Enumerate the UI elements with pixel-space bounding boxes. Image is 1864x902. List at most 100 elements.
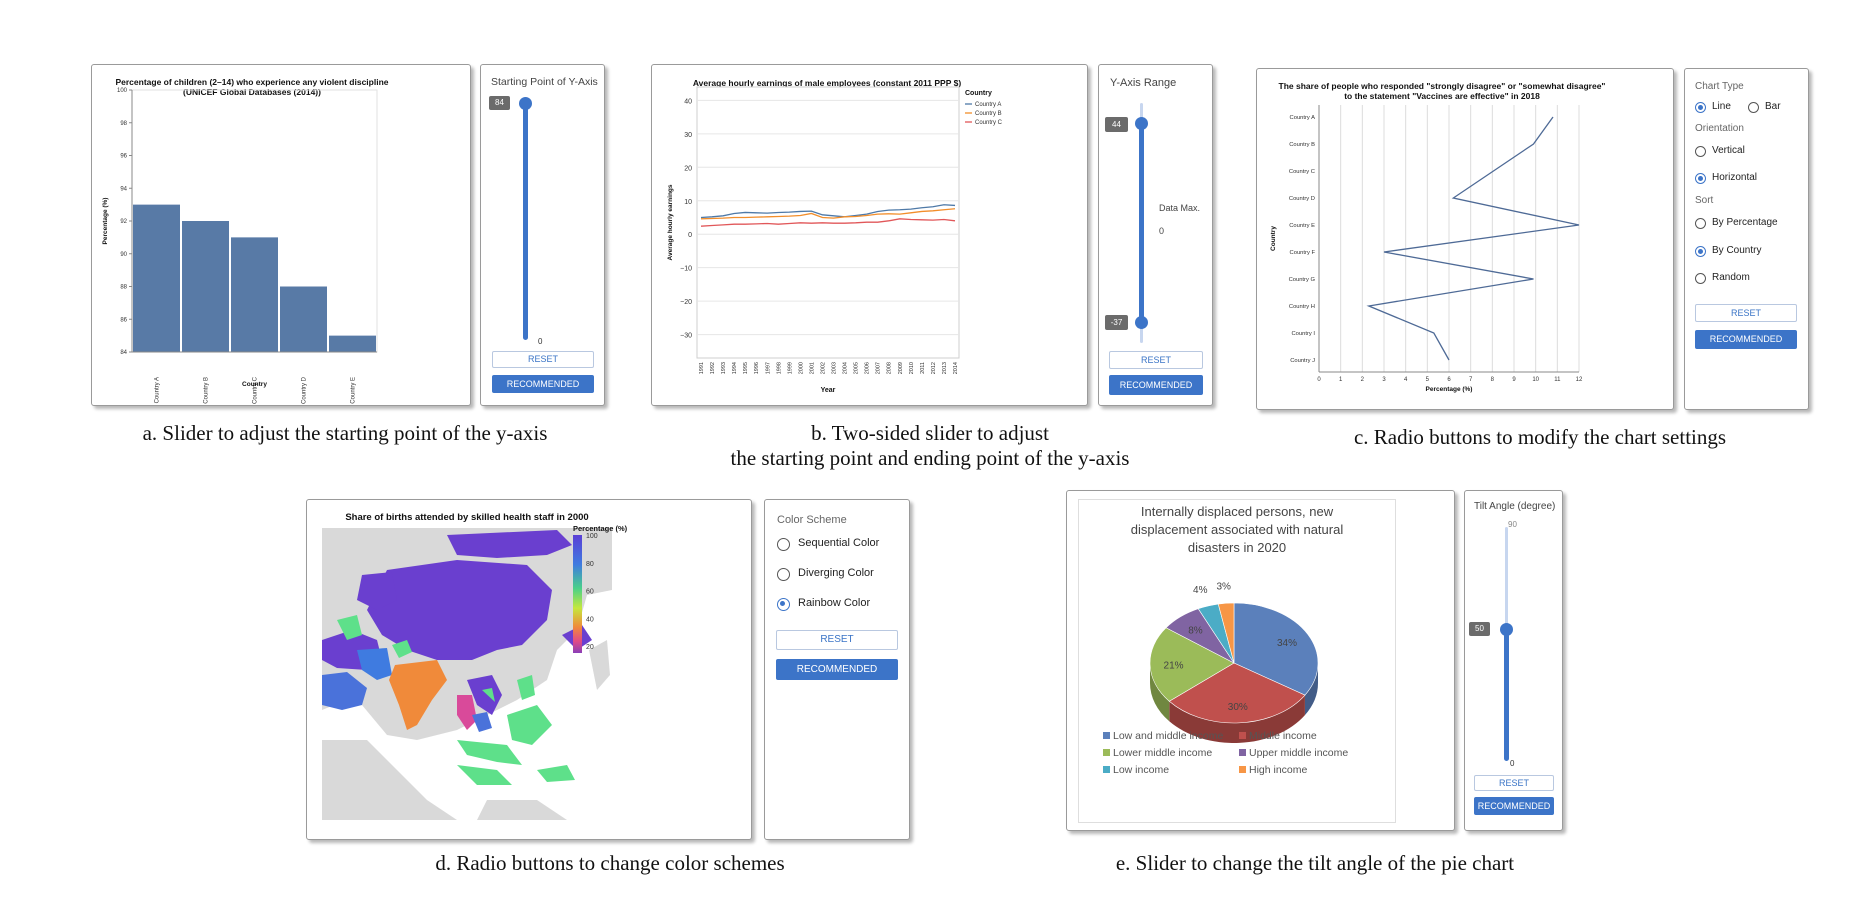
radio-by-percentage[interactable] — [1695, 218, 1706, 229]
chart-d-title: Share of births attended by skilled heal… — [345, 512, 589, 523]
chart-c-x-tick-label: 7 — [1469, 377, 1473, 383]
chart-b-legend-label: Country A — [975, 102, 1001, 108]
panel-c-chart-frame: The share of people who responded "stron… — [1256, 68, 1674, 410]
y-range-slider-fill[interactable] — [1139, 123, 1144, 323]
y-start-slider-title: Starting Point of Y-Axis — [491, 76, 598, 88]
caption-a: a. Slider to adjust the starting point o… — [142, 421, 548, 445]
chart-b-x-tick-label: 1993 — [721, 362, 727, 374]
tilt-slider-handle[interactable] — [1500, 623, 1513, 636]
chart-a-y-label: Percentage (%) — [102, 198, 109, 245]
chart-b-x-tick-label: 2000 — [798, 362, 804, 374]
radio-random[interactable] — [1695, 273, 1706, 284]
chart-a-x-tick-label: Country A — [155, 377, 161, 403]
chart-b-title: Average hourly earnings of male employee… — [692, 78, 962, 88]
pie-value-label: 8% — [1188, 626, 1203, 637]
chart-c-y-tick-label: Country C — [1289, 169, 1315, 175]
chart-c-y-tick-label: Country F — [1290, 250, 1316, 256]
pie-legend-swatch — [1239, 766, 1246, 773]
chart-b-y-tick-label: 20 — [684, 165, 692, 172]
radio-bar-label: Bar — [1765, 101, 1781, 112]
map-legend-tick-label: 40 — [586, 616, 594, 623]
chart-a-y-tick-label: 96 — [120, 154, 127, 160]
panel-d-recommended-button[interactable]: RECOMMENDED — [776, 659, 898, 680]
chart-c-x-tick-label: 8 — [1491, 377, 1495, 383]
pie-slice-side — [1304, 663, 1318, 716]
chart-b-plot-frame — [696, 86, 960, 359]
chart-b-x-tick-label: 2008 — [887, 362, 893, 374]
chart-a-bar — [182, 221, 229, 352]
chart-c-y-tick-label: Country H — [1289, 304, 1315, 310]
chart-type-group-label: Chart Type — [1695, 81, 1744, 92]
chart-c-subtitle: to the statement "Vaccines are effective… — [1344, 91, 1540, 101]
chart-c-x-tick-label: 10 — [1532, 377, 1539, 383]
tilt-slider-title: Tilt Angle (degree) — [1474, 501, 1556, 512]
chart-b-x-tick-label: 1995 — [743, 362, 749, 374]
chart-c-x-label: Percentage (%) — [1426, 386, 1473, 393]
radio-sequential-color[interactable] — [777, 538, 790, 551]
panel-e-recommended-button[interactable]: RECOMMENDED — [1474, 797, 1554, 815]
chart-c-x-tick-label: 9 — [1512, 377, 1516, 383]
panel-c-reset-button[interactable]: RESET — [1695, 304, 1797, 322]
radio-by-country[interactable] — [1695, 246, 1706, 257]
map-countries — [322, 530, 592, 785]
chart-a-title: Percentage of children (2–14) who experi… — [92, 77, 412, 97]
panel-d-reset-button[interactable]: RESET — [776, 630, 898, 650]
panel-c-recommended-button[interactable]: RECOMMENDED — [1695, 330, 1797, 349]
chart-b-x-tick-label: 2006 — [865, 362, 871, 374]
y-range-upper-badge: 44 — [1105, 117, 1128, 132]
radio-bar[interactable] — [1748, 102, 1759, 113]
chart-c-x-tick-label: 2 — [1361, 377, 1365, 383]
map-color-legend: Percentage (%) 100 80 60 40 20 — [573, 524, 628, 653]
radio-rainbow-color[interactable] — [777, 598, 790, 611]
panel-b-recommended-button[interactable]: RECOMMENDED — [1109, 375, 1203, 395]
map-legend-title: Percentage (%) — [573, 524, 628, 533]
data-max-marker: Data Max. — [1159, 203, 1201, 213]
y-start-slider-track[interactable] — [523, 102, 528, 340]
radio-vertical[interactable] — [1695, 146, 1706, 157]
pie-slice — [1217, 602, 1235, 664]
radio-line[interactable] — [1695, 102, 1706, 113]
panel-e-reset-button[interactable]: RESET — [1474, 775, 1554, 791]
y-range-lower-handle[interactable] — [1135, 316, 1148, 329]
pie-chart-svg: 34% 30% 21% 8% 4% 3% Low and middle income Midd… — [1103, 581, 1348, 776]
chart-c-x-tick-label: 3 — [1382, 377, 1386, 383]
panel-e-control: Tilt Angle (degree) 90 50 0 RESET RECOMM… — [1464, 490, 1563, 831]
chart-b-x-tick-label: 1994 — [732, 362, 738, 374]
chart-c-y-tick-label: Country D — [1289, 196, 1315, 202]
panel-b-reset-button[interactable]: RESET — [1109, 351, 1203, 369]
chart-a-bar — [280, 286, 327, 352]
y-range-lower-badge: -37 — [1105, 315, 1128, 330]
panel-a-recommended-button[interactable]: RECOMMENDED — [492, 375, 594, 393]
chart-b-y-tick-label: 10 — [684, 199, 692, 206]
panel-a-reset-button[interactable]: RESET — [492, 351, 594, 368]
radio-diverging-color[interactable] — [777, 568, 790, 581]
map-legend-tick-label: 80 — [586, 561, 594, 568]
y-start-slider-handle[interactable] — [519, 97, 532, 110]
chart-b-x-tick-label: 2009 — [898, 362, 904, 374]
chart-a-x-tick-label: Country C — [253, 376, 259, 404]
tilt-slider-min: 0 — [1510, 759, 1515, 768]
chart-b-legend-label: Country B — [975, 111, 1002, 117]
pie-slice — [1233, 602, 1319, 696]
radio-by-country-label: By Country — [1712, 245, 1762, 256]
chart-a-title-line1: Percentage of children (2–14) who experi… — [115, 77, 389, 87]
chart-c-x-tick-label: 0 — [1317, 377, 1321, 383]
y-range-upper-handle[interactable] — [1135, 117, 1148, 130]
pie-legend-label: Low and middle income — [1113, 730, 1223, 742]
panel-b-chart-frame: Average hourly earnings of male employee… — [651, 64, 1088, 406]
tilt-slider-fill[interactable] — [1504, 629, 1509, 761]
chart-b-y-tick-label: −30 — [680, 333, 692, 340]
sort-group-label: Sort — [1695, 195, 1714, 206]
chart-c-y-tick-label: Country B — [1289, 142, 1315, 148]
caption-c: c. Radio buttons to modify the chart set… — [1353, 425, 1727, 449]
chart-b-x-tick-label: 2011 — [920, 362, 926, 374]
chart-a-y-tick-label: 92 — [120, 219, 127, 225]
chart-a-y-tick-label: 86 — [120, 317, 127, 323]
chart-b-x-tick-label: 2007 — [876, 362, 882, 374]
chart-c-x-tick-label: 6 — [1447, 377, 1451, 383]
radio-horizontal[interactable] — [1695, 173, 1706, 184]
chart-b-x-tick-label: 2012 — [931, 362, 937, 374]
chart-c-x-tick-label: 4 — [1404, 377, 1408, 383]
chart-b-x-tick-label: 2004 — [843, 362, 849, 374]
